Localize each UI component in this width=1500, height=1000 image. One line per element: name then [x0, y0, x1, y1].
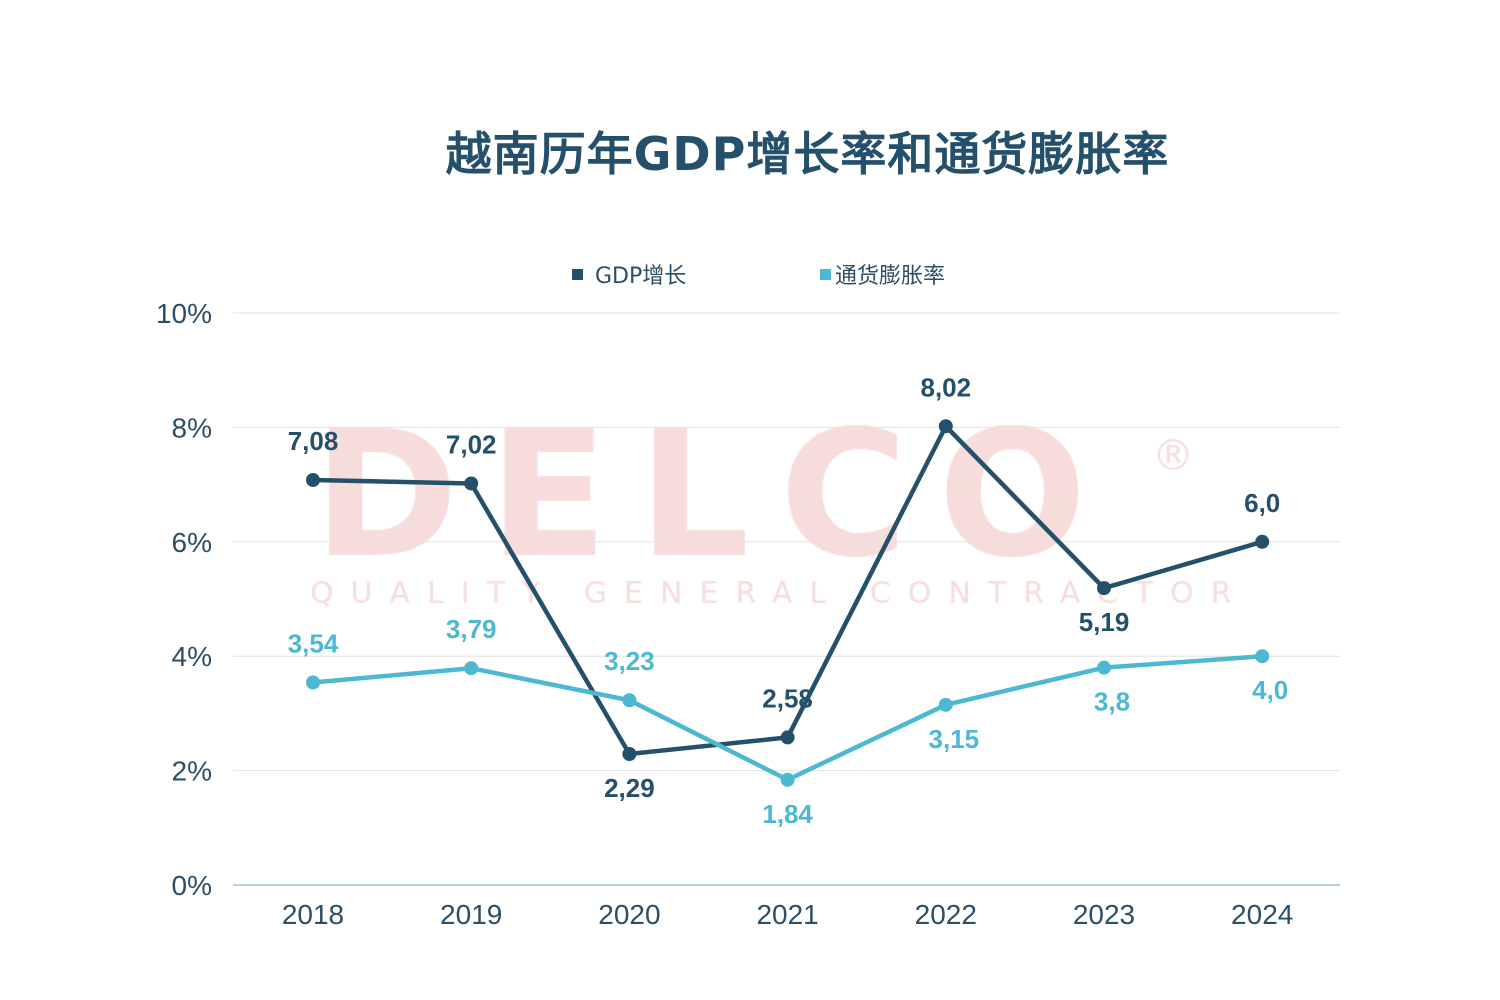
x-tick-label: 2024: [1231, 899, 1293, 930]
data-point: [622, 693, 637, 708]
data-label: 7,02: [446, 429, 497, 459]
data-point: [464, 476, 479, 491]
data-label: 3,15: [928, 724, 979, 754]
data-label: 5,19: [1079, 607, 1130, 637]
chart-title: 越南历年GDP增长率和通货膨胀率: [445, 127, 1170, 181]
data-point: [464, 661, 479, 676]
x-tick-label: 2022: [915, 899, 977, 930]
data-point: [306, 473, 320, 488]
data-point: [622, 747, 637, 762]
data-label: 4,0: [1252, 675, 1288, 705]
x-tick-label: 2023: [1073, 899, 1135, 930]
y-tick-label: 4%: [172, 641, 212, 672]
data-label: 3,54: [288, 629, 339, 659]
y-tick-label: 0%: [172, 870, 212, 901]
x-tick-label: 2018: [282, 899, 344, 930]
data-label: 2,58: [762, 683, 813, 713]
legend-swatch-inflation: [820, 268, 831, 280]
data-point: [306, 675, 320, 690]
data-point: [938, 419, 953, 434]
legend-swatch-gdp: [572, 268, 583, 280]
y-tick-label: 2%: [172, 756, 212, 787]
data-label: 8,02: [920, 372, 971, 402]
y-tick-label: 10%: [156, 298, 212, 329]
data-label: 3,8: [1094, 687, 1130, 717]
data-point: [1255, 534, 1270, 549]
legend-label-gdp: GDP增长: [595, 264, 687, 289]
data-label: 3,79: [446, 614, 497, 644]
data-label: 6,0: [1244, 488, 1280, 518]
data-point: [1097, 581, 1111, 596]
data-label: 2,29: [604, 773, 655, 803]
legend-item-gdp: GDP增长: [572, 258, 686, 290]
data-label: 7,08: [288, 426, 339, 456]
series-line-1: [312, 653, 1263, 783]
data-point: [780, 730, 795, 745]
data-point: [780, 772, 795, 787]
data-point: [938, 697, 953, 712]
data-label: 1,84: [762, 799, 813, 829]
legend-label-inflation: 通货膨胀率: [835, 264, 946, 289]
data-point: [1097, 660, 1111, 675]
x-tick-label: 2019: [440, 899, 502, 930]
data-label: 3,23: [604, 646, 655, 676]
x-tick-label: 2020: [598, 899, 660, 930]
data-point: [1255, 649, 1270, 664]
y-tick-label: 6%: [172, 527, 212, 558]
legend-item-inflation: 通货膨胀率: [820, 258, 945, 290]
y-tick-label: 8%: [172, 412, 212, 443]
x-tick-label: 2021: [756, 899, 818, 930]
